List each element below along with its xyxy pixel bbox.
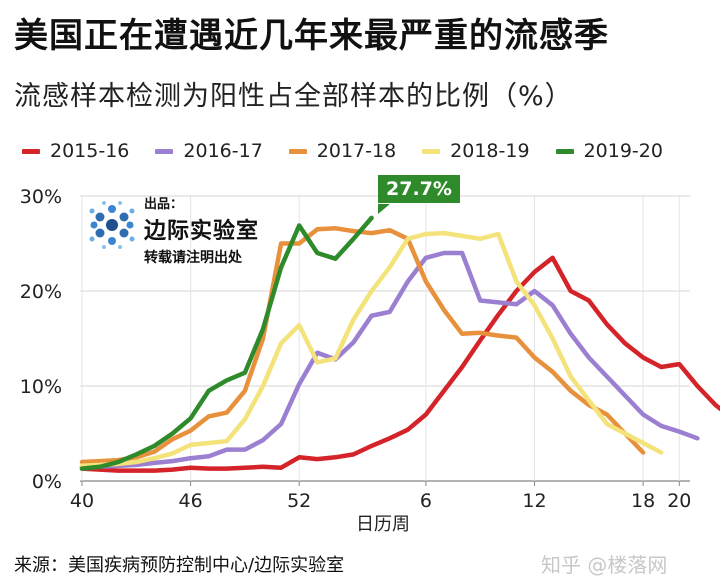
x-tick-label: 52 (287, 490, 311, 512)
series-lines (79, 215, 720, 473)
x-tick-label: 20 (667, 490, 691, 512)
x-axis-label: 日历周 (356, 514, 410, 535)
watermark: 知乎 @楼落网 (541, 553, 668, 577)
legend-label: 2019-20 (583, 140, 663, 162)
series-line-2017-18 (79, 226, 646, 465)
logo-caption: 出品： (144, 197, 184, 212)
peak-value-label: 27.7% (378, 175, 460, 203)
logo-name: 边际实验室 (144, 219, 260, 244)
x-tick-label: 6 (420, 490, 432, 512)
legend-item-2019-20: 2019-20 (555, 140, 663, 162)
publisher-logo: 出品： 边际实验室 转载请注明出处 (84, 193, 259, 267)
legend-label: 2015-16 (50, 140, 130, 162)
legend-swatch (422, 148, 441, 154)
legend: 2015-16 2016-17 2017-18 2018-19 2019-20 (22, 140, 689, 162)
legend-swatch (288, 148, 307, 154)
chart-subtitle: 流感样本检测为阳性占全部样本的比例（%） (14, 81, 573, 112)
legend-swatch (22, 148, 40, 154)
y-tick-label: 0% (32, 471, 62, 493)
logo-note: 转载请注明出处 (144, 250, 242, 266)
x-tick-label: 18 (631, 490, 655, 512)
chart-title: 美国正在遭遇近几年来最严重的流感季 (14, 16, 609, 56)
x-tick-label: 12 (522, 490, 546, 512)
axes: 0% 10% 20% 30% 40 46 52 6 12 18 20 日历周 (20, 186, 692, 535)
x-tick-label: 40 (70, 490, 94, 512)
peak-label-pointer (378, 204, 390, 214)
legend-item-2018-19: 2018-19 (422, 140, 530, 162)
legend-item-2015-16: 2015-16 (22, 140, 129, 162)
gridlines (80, 195, 690, 482)
logo-dots-icon (84, 197, 140, 253)
legend-label: 2018-19 (450, 140, 530, 162)
y-tick-label: 30% (20, 186, 62, 208)
x-tick-label: 46 (179, 490, 203, 512)
source-note: 来源：美国疾病预防控制中心/边际实验室 (14, 555, 345, 576)
legend-label: 2017-18 (316, 140, 397, 162)
legend-item-2017-18: 2017-18 (288, 140, 397, 162)
legend-label: 2016-17 (183, 140, 263, 162)
series-line-2018-19 (79, 230, 664, 469)
legend-swatch (155, 148, 174, 154)
series-line-2015-16 (79, 255, 720, 473)
series-line-2016-17 (79, 250, 700, 470)
legend-item-2016-17: 2016-17 (155, 140, 263, 162)
y-tick-label: 10% (20, 376, 62, 398)
series-line-2019-20 (79, 215, 374, 471)
legend-swatch (555, 148, 574, 154)
y-tick-label: 20% (20, 281, 62, 303)
